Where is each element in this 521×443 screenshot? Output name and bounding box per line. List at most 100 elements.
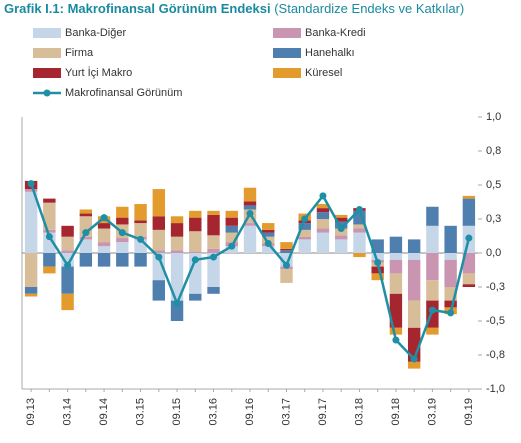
x-tick-label: 09.15: [171, 398, 183, 426]
index-marker: [355, 205, 363, 213]
bar-segment: [207, 214, 220, 236]
bar-segment: [389, 253, 403, 260]
chart-title: Grafik I.1: Makrofinansal Görünüm Endeks…: [4, 1, 464, 16]
bar-segment: [79, 253, 93, 267]
bar-segment: [170, 250, 184, 253]
bar-segment: [262, 229, 275, 233]
bar-segment: [426, 225, 439, 253]
index-marker: [45, 233, 53, 241]
bar-segment: [407, 239, 421, 253]
index-marker: [319, 192, 327, 200]
bar-segment: [316, 208, 330, 213]
bar-segment: [426, 280, 439, 301]
x-tick-label: 09.16: [244, 398, 256, 426]
bar-segment: [79, 239, 93, 253]
bar-segment: [152, 229, 166, 251]
index-marker: [410, 355, 418, 363]
bar-segment: [43, 229, 56, 233]
bar-segment: [24, 287, 38, 294]
bar-segment: [462, 273, 476, 285]
bar-segment: [462, 198, 476, 226]
bar-segment: [43, 266, 56, 274]
bar-segment: [225, 225, 238, 233]
bar-segment: [280, 269, 293, 283]
bar-segment: [334, 235, 348, 240]
bar-segment: [243, 223, 257, 226]
bar-segment: [316, 232, 330, 253]
index-marker: [246, 210, 254, 218]
bar-segment: [43, 202, 56, 230]
x-tick-label: 03.15: [134, 398, 146, 426]
bar-segment: [426, 327, 439, 335]
index-marker: [374, 259, 382, 267]
bar-segment: [262, 246, 275, 253]
index-marker: [155, 253, 163, 261]
bar-segment: [462, 284, 476, 287]
index-marker: [447, 309, 455, 317]
bar-segment: [243, 201, 257, 206]
bar-segment: [444, 300, 457, 308]
bar-segment: [61, 250, 74, 253]
bar-segment: [61, 293, 74, 311]
bar-segment: [262, 232, 275, 237]
bar-segment: [189, 217, 202, 232]
bar-segment: [152, 280, 166, 301]
bar-segment: [134, 204, 147, 221]
index-marker: [392, 336, 400, 344]
bar-segment: [189, 231, 202, 252]
bar-segment: [170, 223, 184, 237]
bar-segment: [61, 225, 74, 237]
y-tick-label: 0,0: [486, 247, 501, 259]
y-tick-label: 1,0: [486, 111, 501, 123]
bar-segment: [353, 224, 366, 229]
bar-segment: [170, 216, 184, 224]
title: Grafik I.1: Makrofinansal Görünüm Endeks…: [4, 1, 271, 16]
x-tick-label: 09.13: [25, 398, 37, 426]
index-marker: [137, 235, 145, 243]
bar-segment: [152, 189, 166, 217]
legend-swatch: [33, 68, 61, 78]
bar-segment: [298, 239, 311, 253]
bar-segment: [225, 217, 238, 226]
x-tick-label: 03.16: [207, 398, 219, 426]
index-marker: [118, 229, 126, 237]
bar-segment: [152, 253, 166, 281]
y-tick-label: -0,3: [486, 281, 505, 293]
bar-segment: [298, 236, 311, 240]
x-tick-label: 03.14: [62, 398, 74, 426]
bar-segment: [371, 273, 384, 281]
bar-segment: [389, 259, 403, 274]
x-tick-label: 03.19: [426, 398, 438, 426]
legend-swatch: [273, 68, 301, 78]
legend-label: Hanehalkı: [305, 47, 355, 59]
bar-segment: [334, 214, 348, 218]
bar-segment: [170, 300, 184, 321]
y-tick-label: -0,5: [486, 315, 505, 327]
bar-segment: [280, 248, 293, 251]
bar-segment: [61, 266, 74, 294]
bar-segment: [389, 236, 403, 253]
bar-segment: [189, 253, 202, 294]
bar-segment: [207, 210, 220, 215]
bar-segment: [97, 228, 111, 243]
bar-segment: [426, 206, 439, 226]
bar-segment: [316, 212, 330, 219]
y-tick-label: 0,8: [486, 145, 501, 157]
legend-swatch: [273, 48, 301, 58]
bar-segment: [97, 223, 111, 229]
bar-segment: [189, 210, 202, 218]
x-tick-label: 09.14: [98, 398, 110, 426]
index-marker: [173, 299, 181, 307]
legend-marker: [43, 89, 51, 97]
bar-segment: [334, 217, 348, 222]
bar-segment: [61, 253, 74, 267]
bar-segment: [43, 198, 56, 203]
y-tick-label: -1,0: [486, 383, 505, 395]
bar-segment: [316, 219, 330, 229]
bar-segment: [207, 235, 220, 249]
bar-segment: [24, 191, 38, 253]
index-marker: [27, 180, 35, 188]
legend-swatch: [273, 28, 301, 38]
index-marker: [82, 229, 90, 237]
index-marker: [228, 242, 236, 250]
